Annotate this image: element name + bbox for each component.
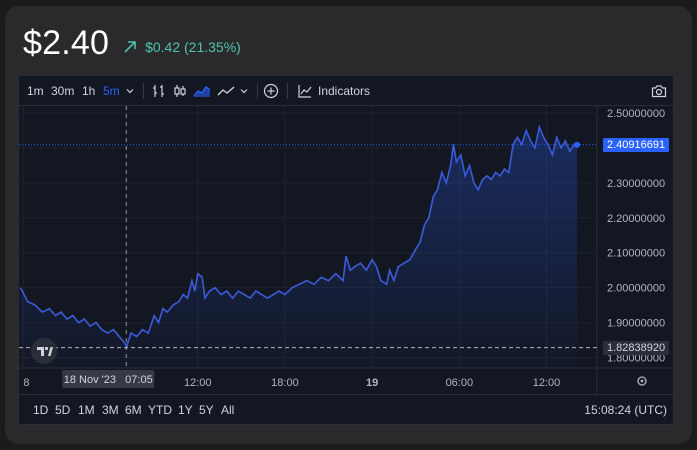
price-change: $0.42 (21.35%): [123, 39, 241, 55]
last-price-label: 2.40916691: [603, 137, 670, 152]
toolbar-divider: [287, 83, 288, 99]
x-tick-label: 12:00: [533, 377, 561, 389]
low-price-label: 1.82838920: [603, 340, 670, 355]
y-tick-label: 1.90000000: [607, 318, 665, 330]
y-tick-label: 2.20000000: [607, 213, 665, 225]
x-tick-label: 8: [23, 377, 29, 389]
tradingview-logo: [31, 338, 57, 364]
plus-circle-icon: [263, 83, 279, 99]
y-tick-label: 2.30000000: [607, 178, 665, 190]
range-3m[interactable]: 3M: [102, 403, 119, 417]
indicators-button[interactable]: Indicators: [297, 76, 370, 106]
y-tick-label: 1.80000000: [607, 353, 665, 365]
x-tick-label: 19: [366, 377, 378, 389]
interval-dropdown-button[interactable]: [125, 76, 135, 106]
price-header: $2.40 $0.42 (21.35%): [23, 24, 241, 63]
candles-style-button[interactable]: [172, 76, 188, 106]
indicators-label: Indicators: [318, 84, 371, 98]
y-tick-label: 2.00000000: [607, 283, 665, 295]
gear-icon: [637, 376, 647, 386]
interval-1h[interactable]: 1h: [82, 84, 96, 98]
bars-style-button[interactable]: [151, 76, 167, 106]
toolbar-divider: [143, 83, 144, 99]
range-1y[interactable]: 1Y: [178, 403, 193, 417]
line-chart-icon: [217, 86, 235, 96]
interval-1m[interactable]: 1m: [27, 84, 44, 98]
range-5y[interactable]: 5Y: [199, 403, 214, 417]
arrow-up-right-icon: [124, 41, 136, 53]
utc-clock[interactable]: 15:08:24 (UTC): [584, 403, 667, 417]
area-style-button[interactable]: [193, 76, 211, 106]
price-chart[interactable]: 2.500000002.400000002.300000002.20000000…: [19, 106, 675, 396]
indicators-icon: [298, 85, 312, 98]
area-chart-icon: [193, 85, 211, 97]
chevron-down-icon: [240, 89, 248, 94]
current-price: $2.40: [23, 24, 110, 62]
last-price-dot: [574, 141, 581, 148]
camera-icon: [651, 85, 667, 98]
x-tick-label: 12:00: [184, 377, 212, 389]
range-ytd[interactable]: YTD: [148, 403, 172, 417]
range-bar: 1D 5D 1M 3M 6M YTD 1Y 5Y All 15:08:24 (U…: [19, 394, 673, 424]
range-all[interactable]: All: [221, 403, 235, 417]
range-1m[interactable]: 1M: [78, 403, 95, 417]
x-tick-label: 18:00: [271, 377, 299, 389]
toolbar-divider: [257, 83, 258, 99]
y-tick-label: 2.10000000: [607, 248, 665, 260]
chevron-down-icon: [126, 89, 134, 94]
axis-settings-button[interactable]: [637, 376, 647, 386]
screenshot-button[interactable]: [651, 76, 667, 106]
price-area-fill: [20, 127, 578, 368]
bars-icon: [153, 85, 164, 97]
chart-type-dropdown-button[interactable]: [239, 76, 249, 106]
candles-icon: [174, 85, 186, 97]
chart-toolbar: 1m 30m 1h 5m: [19, 76, 673, 106]
range-5d[interactable]: 5D: [55, 403, 71, 417]
crosshair-date-label-bg: [62, 370, 155, 388]
interval-5m[interactable]: 5m: [103, 84, 120, 98]
interval-30m[interactable]: 30m: [51, 84, 75, 98]
range-1d[interactable]: 1D: [33, 403, 49, 417]
chart-widget: 1m 30m 1h 5m: [18, 75, 675, 425]
crosshair-date-label: 18 Nov '23 07:05: [64, 374, 153, 386]
y-tick-label: 2.50000000: [607, 108, 665, 120]
compare-add-button[interactable]: [263, 76, 279, 106]
x-tick-label: 06:00: [446, 377, 474, 389]
range-6m[interactable]: 6M: [125, 403, 142, 417]
price-line: [19, 124, 578, 350]
line-style-button[interactable]: [217, 76, 235, 106]
price-change-value: $0.42 (21.35%): [145, 39, 241, 55]
